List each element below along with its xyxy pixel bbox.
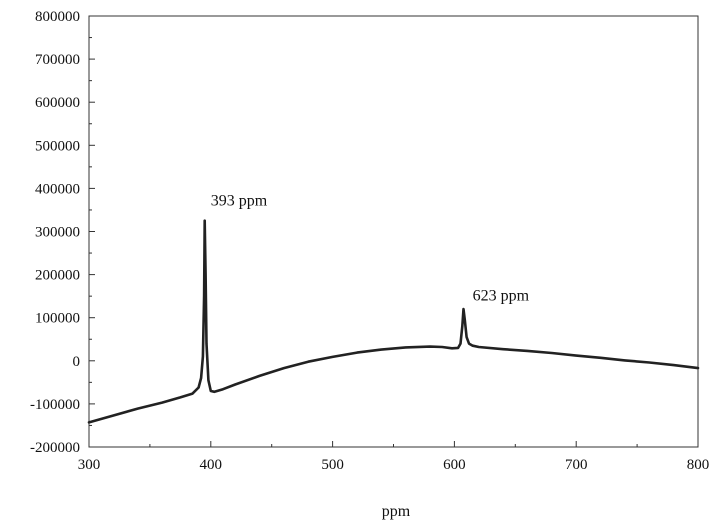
y-tick-label: 300000 xyxy=(35,225,80,241)
peak-annotation-393: 393 ppm xyxy=(211,193,268,210)
x-tick-label: 700 xyxy=(565,457,588,473)
x-tick-label: 400 xyxy=(200,457,223,473)
x-tick-label: 800 xyxy=(687,457,710,473)
y-tick-label: 0 xyxy=(73,354,81,370)
x-axis-title: ppm xyxy=(382,503,411,520)
y-tick-label: 400000 xyxy=(35,181,80,197)
y-tick-label: 100000 xyxy=(35,311,80,327)
y-tick-label: 600000 xyxy=(35,95,80,111)
y-tick-label: -200000 xyxy=(30,440,80,456)
x-tick-label: 500 xyxy=(321,457,344,473)
plot-frame xyxy=(88,15,699,448)
y-axis-ticks: -200000 -100000 0 100000 200000 300000 400000 5… xyxy=(30,9,95,456)
y-tick-label: 700000 xyxy=(35,52,80,68)
y-tick-label: 500000 xyxy=(35,138,80,154)
x-tick-label: 600 xyxy=(443,457,466,473)
y-tick-label: 200000 xyxy=(35,268,80,284)
x-axis-ticks: 300 400 500 600 700 800 xyxy=(78,441,710,473)
y-tick-label: -100000 xyxy=(30,397,80,413)
y-tick-label: 800000 xyxy=(35,9,80,25)
peak-annotation-623: 623 ppm xyxy=(473,287,530,304)
spectrum-line xyxy=(87,219,700,424)
x-tick-label: 300 xyxy=(78,457,101,473)
